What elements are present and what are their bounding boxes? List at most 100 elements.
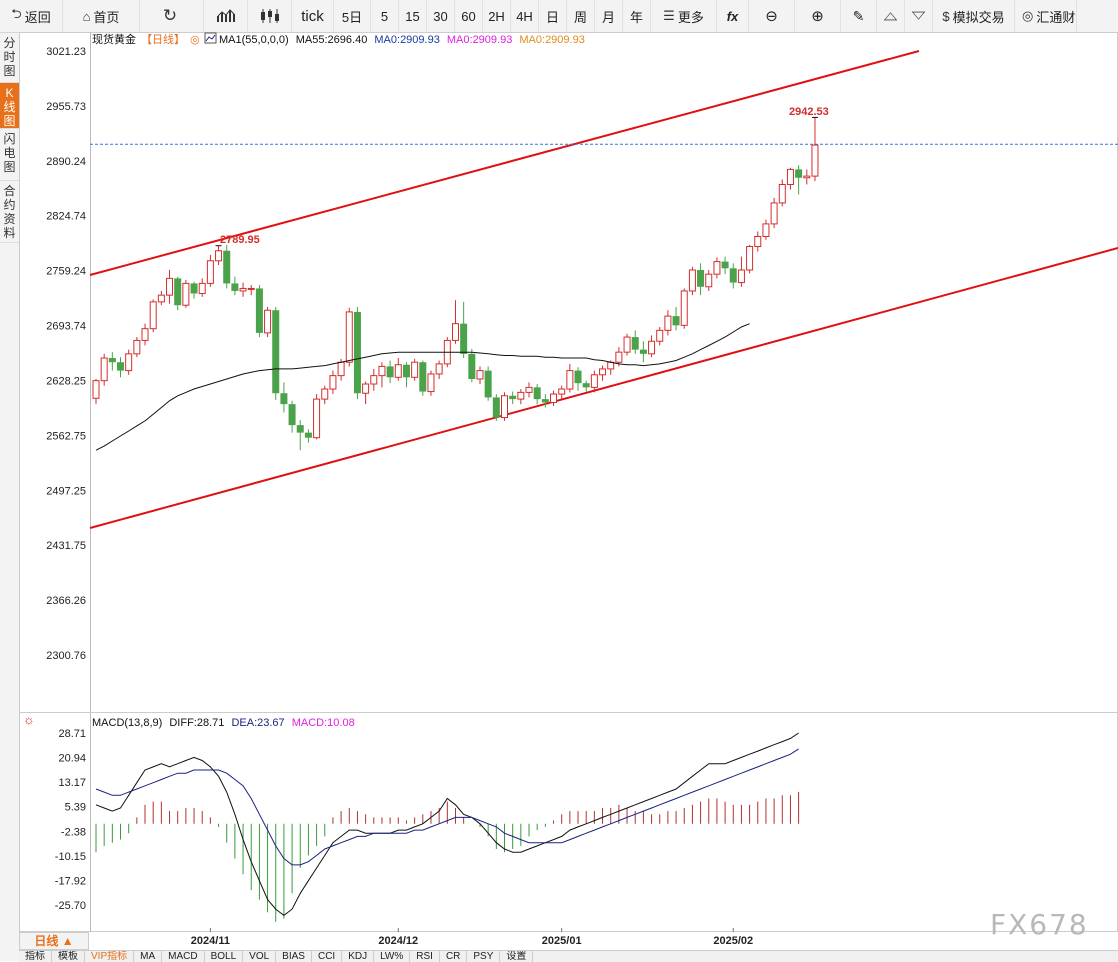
triangle-up-icon bbox=[884, 12, 897, 21]
legend-ma0a: MA0:2909.93 bbox=[374, 34, 439, 46]
period-2h[interactable]: 2H bbox=[483, 0, 511, 32]
indicator-tab[interactable]: KDJ bbox=[342, 951, 375, 962]
period-60m[interactable]: 60 bbox=[455, 0, 483, 32]
candle-body bbox=[288, 404, 296, 426]
indicator-tab[interactable]: BOLL bbox=[205, 951, 244, 962]
indicator-tab[interactable]: 设置 bbox=[500, 951, 534, 962]
candle-body bbox=[590, 374, 598, 388]
huitong-button[interactable]: ◎汇通财经 bbox=[1015, 0, 1077, 32]
period-5m[interactable]: 5 bbox=[371, 0, 399, 32]
tab-lightning[interactable]: 闪电图 bbox=[0, 129, 19, 181]
candle-body bbox=[786, 168, 794, 185]
ma-settings-icon[interactable] bbox=[204, 32, 217, 44]
indicator-tab[interactable]: 指标 bbox=[19, 951, 52, 962]
more-button[interactable]: ☰ 更多 bbox=[651, 0, 717, 32]
channel-lower-line[interactable] bbox=[89, 247, 1118, 529]
candle-body bbox=[198, 282, 206, 294]
period-week[interactable]: 周 bbox=[567, 0, 595, 32]
tab-timeshare[interactable]: 分时图 bbox=[0, 33, 19, 83]
period-15m[interactable]: 15 bbox=[399, 0, 427, 32]
price-tick-label: 2300.76 bbox=[46, 650, 86, 662]
triangle-up-button[interactable] bbox=[877, 0, 905, 32]
indicator-tab[interactable]: CR bbox=[440, 951, 468, 962]
indicator-tab[interactable]: MACD bbox=[162, 951, 205, 962]
draw-button[interactable]: ✎ bbox=[841, 0, 877, 32]
candle-body bbox=[574, 370, 582, 384]
sim-trade-button[interactable]: $ 模拟交易 bbox=[933, 0, 1015, 32]
indicator-tab[interactable]: RSI bbox=[410, 951, 440, 962]
candle-body bbox=[337, 361, 345, 377]
zoom-in-icon: ⊕ bbox=[811, 8, 824, 25]
indicator-tab[interactable]: VIP指标 bbox=[85, 951, 135, 962]
price-tick-label: 2431.75 bbox=[46, 540, 86, 552]
period-4h[interactable]: 4H bbox=[511, 0, 539, 32]
legend-ma0c: MA0:2909.93 bbox=[519, 34, 584, 46]
candle-body bbox=[754, 235, 762, 248]
candle-body bbox=[680, 290, 688, 326]
tab-contract[interactable]: 合约资料 bbox=[0, 181, 19, 243]
indicator-tab[interactable]: BIAS bbox=[276, 951, 312, 962]
indicator-tab[interactable]: PSY bbox=[467, 951, 501, 962]
back-button[interactable]: ⮌ 返回 bbox=[0, 0, 63, 32]
indicator-tab[interactable]: LW% bbox=[374, 951, 411, 962]
zoom-out-button[interactable]: ⊖ bbox=[749, 0, 795, 32]
sim-trade-label: 模拟交易 bbox=[952, 9, 1005, 25]
indicator-tab[interactable]: 模板 bbox=[52, 951, 85, 962]
home-button[interactable]: ⌂ 首页 bbox=[63, 0, 140, 32]
indicator-bar: 指标 模板 VIP指标 MA MACD BOLL VOL BIAS CCI KDJ LW% RSI CR… bbox=[19, 950, 1118, 962]
legend-ma1: MA1(55,0,0,0) bbox=[219, 34, 289, 46]
candle-body bbox=[566, 370, 574, 390]
formula-button[interactable]: fx bbox=[717, 0, 749, 32]
zoom-out-icon: ⊖ bbox=[765, 8, 778, 25]
candle-body bbox=[803, 175, 811, 179]
candle-body bbox=[688, 269, 696, 292]
date-axis: 2024/11 2024/12 2025/01 2025/02 bbox=[191, 928, 753, 947]
period-day[interactable]: 日 bbox=[539, 0, 567, 32]
period-5d[interactable]: 5日 bbox=[334, 0, 371, 32]
period-month[interactable]: 月 bbox=[595, 0, 623, 32]
candle-body bbox=[582, 383, 590, 388]
date-tick-label: 2024/12 bbox=[378, 935, 418, 947]
tick-button[interactable]: tick bbox=[292, 0, 334, 32]
date-tick-label: 2025/02 bbox=[713, 935, 753, 947]
bar-chart-button[interactable] bbox=[204, 0, 248, 32]
indicator-tab[interactable]: MA bbox=[134, 951, 163, 962]
candle-body bbox=[558, 388, 566, 395]
period-select[interactable]: 日线 ▲ bbox=[19, 932, 89, 950]
last-high-annotation: 2942.53 bbox=[789, 106, 829, 118]
candle-body bbox=[125, 353, 133, 372]
candle-body bbox=[247, 287, 255, 290]
period-30m[interactable]: 30 bbox=[427, 0, 455, 32]
macd-tick-label: -25.70 bbox=[55, 900, 86, 912]
candle-body bbox=[386, 366, 394, 378]
candle-body bbox=[206, 260, 214, 284]
macd-axis: 28.71 20.94 13.17 5.39 -2.38 -10.15 -17.92 -25.… bbox=[55, 728, 86, 912]
candle-body bbox=[672, 316, 680, 326]
price-tick-label: 2693.74 bbox=[46, 321, 86, 333]
candle-body bbox=[117, 362, 125, 371]
candle-body bbox=[329, 375, 337, 390]
macd-tick-label: 5.39 bbox=[65, 802, 86, 814]
indicator-tab[interactable]: VOL bbox=[243, 951, 277, 962]
candle-body bbox=[648, 340, 656, 355]
channel-upper-line[interactable] bbox=[89, 50, 920, 276]
legend-name: 现货黄金 bbox=[92, 32, 136, 46]
macd-histogram bbox=[95, 791, 800, 922]
candle-chart-button[interactable] bbox=[248, 0, 292, 32]
tab-kline[interactable]: K线图 bbox=[0, 83, 19, 129]
macd-tick-label: -10.15 bbox=[55, 851, 86, 863]
price-tick-label: 2890.24 bbox=[46, 156, 86, 168]
indicator-tab[interactable]: CCI bbox=[312, 951, 343, 962]
triangle-down-icon bbox=[912, 11, 925, 20]
candle-body bbox=[313, 398, 321, 439]
price-tick-label: 2562.75 bbox=[46, 430, 86, 442]
sun-icon[interactable]: ☼ bbox=[23, 712, 35, 727]
kline-chart[interactable]: 3021.23 2955.73 2890.24 2824.74 2759.24 2693.… bbox=[19, 32, 1118, 950]
menu-icon: ☰ bbox=[663, 8, 675, 23]
refresh-button[interactable]: ↻ bbox=[140, 0, 204, 32]
period-year[interactable]: 年 bbox=[623, 0, 651, 32]
price-tick-label: 2366.26 bbox=[46, 595, 86, 607]
triangle-down-button[interactable] bbox=[905, 0, 933, 32]
candle-body bbox=[623, 336, 631, 353]
zoom-in-button[interactable]: ⊕ bbox=[795, 0, 841, 32]
